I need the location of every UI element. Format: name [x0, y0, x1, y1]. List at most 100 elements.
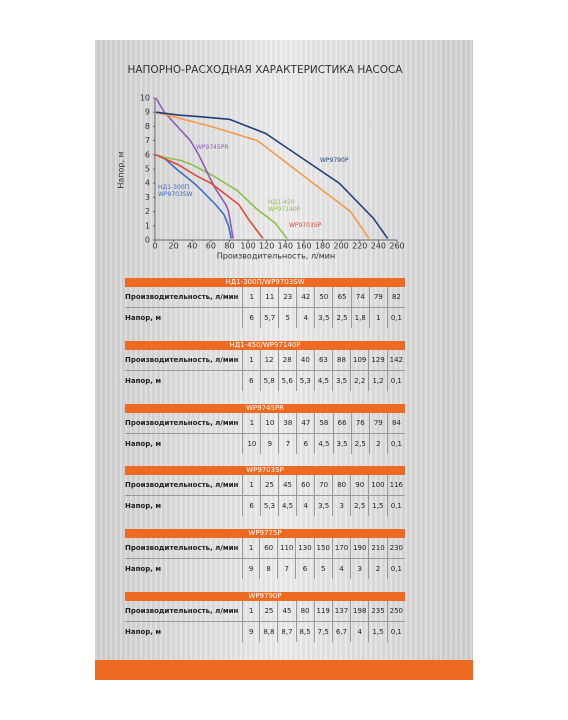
table-cell: 66 [332, 413, 352, 434]
series-label: WP9745PR [196, 144, 229, 151]
table-cell: 235 [368, 601, 388, 622]
table-cell: 2,2 [350, 370, 369, 391]
table-cell: 10 [260, 413, 279, 434]
y-tick-label: 2 [145, 207, 150, 216]
table-cell: 170 [331, 538, 351, 559]
x-tick-label: 160 [296, 242, 311, 251]
table-cell: 1,2 [368, 370, 388, 391]
table-cell: 0,1 [386, 495, 405, 516]
table-cell: 6,7 [331, 621, 351, 642]
series-line [155, 111, 389, 240]
table-cell: Напор, м [125, 495, 243, 516]
table-cell: 80 [295, 601, 315, 622]
table-cell: 25 [259, 475, 279, 496]
table-cell: 119 [313, 601, 333, 622]
table-cell: 0,1 [386, 370, 405, 391]
table-cell: 6 [296, 433, 315, 454]
spec-table: НД1-300П/WP9703SW Производительность, л/м… [125, 278, 405, 328]
table-row: Производительность, л/мин 1 11 23 42 50 65 74 79… [125, 287, 405, 308]
y-tick-label: 8 [145, 122, 150, 131]
table-cell: 130 [295, 538, 315, 559]
table-cell: 6 [242, 495, 261, 516]
table-cell: 5,7 [260, 307, 279, 328]
spec-table: WP9745PR Производительность, л/мин 1 10 38 47… [125, 404, 405, 454]
table: Производительность, л/мин 1 12 28 40 63 88 109 1… [125, 350, 405, 391]
table-cell: 10 [242, 433, 261, 454]
table-cell: 82 [386, 287, 405, 308]
table-cell: 0,1 [386, 433, 405, 454]
table-cell: 198 [350, 601, 369, 622]
series-line [155, 97, 234, 239]
table-cell: 1 [241, 601, 260, 622]
spec-table: WP9790P Производительность, л/мин 1 25 45 80 1… [125, 592, 405, 642]
table: Производительность, л/мин 1 25 45 80 119 137 19… [125, 601, 405, 642]
table-cell: 5,6 [277, 370, 297, 391]
table-cell: 11 [260, 287, 279, 308]
table-cell: 109 [350, 350, 369, 371]
x-tick-label: 100 [240, 242, 255, 251]
table-cell: 4 [331, 558, 351, 579]
table-cell: 7 [277, 558, 296, 579]
table-row: Производительность, л/мин 1 25 45 80 119 137 19… [125, 601, 405, 622]
table-title: WP9775P [125, 529, 405, 538]
table-cell: 5,3 [259, 495, 279, 516]
table-cell: 1 [368, 307, 388, 328]
table-cell: Производительность, л/мин [125, 356, 239, 364]
table-cell: 3 [350, 558, 369, 579]
table-cell: 47 [296, 413, 315, 434]
table-cell: Производительность, л/мин [125, 544, 239, 552]
y-tick-label: 7 [145, 136, 150, 145]
table-row: Напор, м 9 8 7 6 5 4 3 2 0,1 [125, 558, 405, 579]
y-tick-label: 9 [145, 108, 150, 117]
table-cell: 100 [368, 475, 388, 496]
table-cell: 230 [386, 538, 405, 559]
table-cell: 25 [259, 601, 278, 622]
table: Производительность, л/мин 1 25 45 60 70 80 90 10… [125, 475, 405, 516]
table-row: Производительность, л/мин 1 25 45 60 70 80 90 10… [125, 475, 405, 496]
table-row: Производительность, л/мин 1 12 28 40 63 88 109 1… [125, 350, 405, 371]
table-cell: 5 [278, 307, 297, 328]
table-cell: 0,1 [386, 558, 405, 579]
table-cell: 1,8 [350, 307, 370, 328]
table-cell: 60 [259, 538, 278, 559]
series-line [155, 154, 264, 240]
table-cell: 4 [350, 621, 369, 642]
series-label: WP9790P [320, 157, 349, 164]
table-cell: 58 [314, 413, 333, 434]
table-cell: 210 [368, 538, 388, 559]
y-tick-label: 4 [145, 179, 150, 188]
x-tick-label: 20 [169, 242, 179, 251]
table-row: Производительность, л/мин 1 60 110 130 150 170… [125, 538, 405, 559]
x-tick-label: 40 [187, 242, 197, 251]
table-cell: 60 [296, 475, 315, 496]
x-tick-label: 240 [371, 242, 386, 251]
table-cell: 2,5 [350, 495, 369, 516]
table: Производительность, л/мин 1 10 38 47 58 66 76 79… [125, 413, 405, 454]
footer-bar [95, 660, 473, 680]
table-cell: 42 [296, 287, 315, 308]
table-cell: 4,5 [313, 370, 333, 391]
table-cell: 116 [386, 475, 405, 496]
x-tick-label: 120 [259, 242, 274, 251]
table-cell: 1 [241, 538, 260, 559]
table-cell: 1 [242, 350, 261, 371]
table-cell: 5 [313, 558, 333, 579]
x-tick-label: 180 [315, 242, 330, 251]
table-title: WP9790P [125, 592, 405, 601]
table-cell: 1 [242, 413, 261, 434]
table-cell: 2 [368, 558, 388, 579]
table-cell: 3,5 [314, 307, 333, 328]
table-cell: 3,5 [332, 433, 352, 454]
table-cell: 8 [259, 558, 278, 579]
table-cell: Производительность, л/мин [125, 293, 239, 301]
table-title: НД1-300П/WP9703SW [125, 278, 405, 287]
table-cell: 137 [331, 601, 351, 622]
table-cell: 50 [314, 287, 333, 308]
table-cell: 65 [332, 287, 352, 308]
table-cell: 12 [259, 350, 279, 371]
y-tick-label: 1 [145, 221, 150, 230]
table-cell: 45 [277, 601, 297, 622]
table-cell: 40 [295, 350, 315, 371]
y-tick-label: 6 [145, 150, 150, 159]
